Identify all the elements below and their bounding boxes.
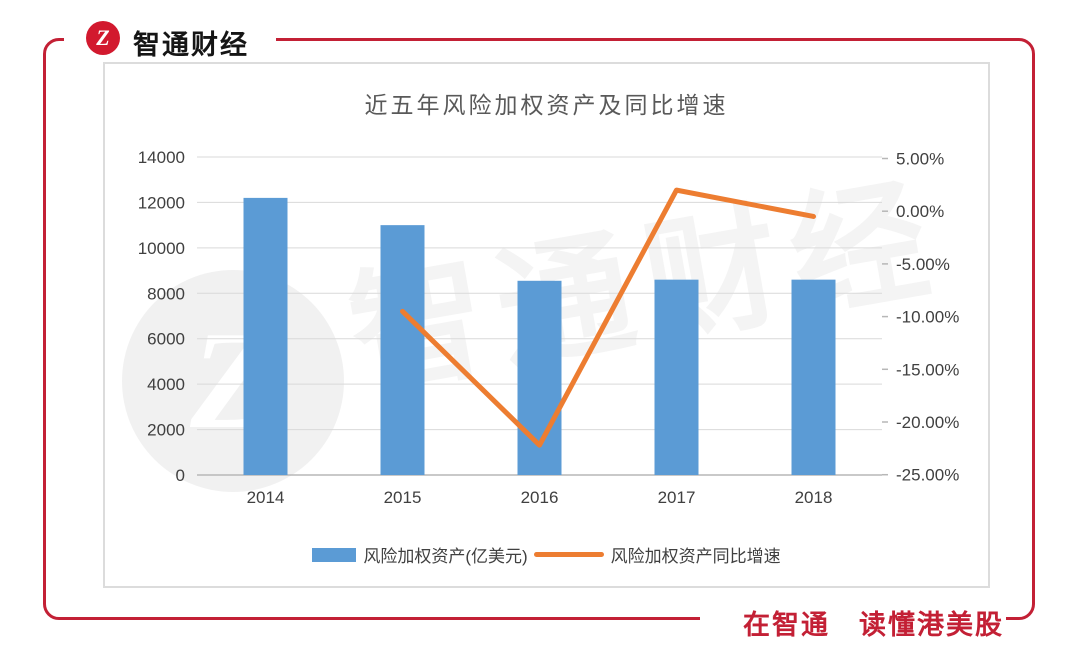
bar-2015 (380, 225, 425, 475)
combo-chart: 14000 12000 10000 8000 6000 4000 2000 0 5.00% 0.0… (138, 148, 960, 507)
logo-z-glyph: Z (96, 25, 110, 50)
legend-rwa-label: 风险加权资产(亿美元) (363, 547, 528, 566)
x-axis-label: 2018 (795, 488, 833, 507)
right-axis-label: -15.00% (896, 360, 959, 379)
bar-2017 (654, 279, 699, 475)
left-axis-label: 6000 (147, 330, 185, 349)
bar-2018 (791, 279, 836, 475)
right-axis-label: 5.00% (896, 150, 944, 169)
left-axis-label: 14000 (138, 148, 185, 167)
brand-slogan: 在智通 读懂港美股 (743, 610, 1004, 640)
x-axis-label: 2015 (384, 488, 422, 507)
legend-growth-label: 风险加权资产同比增速 (610, 547, 781, 566)
bar-2014 (243, 197, 288, 475)
chart-panel: Z 智通财经 近五年风险加权资产及同比增速 14000 12000 10000 800… (103, 62, 990, 588)
legend-bar-swatch (312, 547, 357, 562)
x-axis-label: 2016 (521, 488, 559, 507)
left-axis-label: 4000 (147, 375, 185, 394)
right-axis-label: -5.00% (896, 255, 950, 274)
brand-frame (43, 38, 1035, 620)
left-axis-label: 12000 (138, 193, 185, 212)
legend-item-growth: 风险加权资产同比增速 (533, 542, 781, 567)
legend-item-rwa: 风险加权资产(亿美元) (312, 542, 528, 567)
chart-title: 近五年风险加权资产及同比增速 (364, 93, 729, 118)
x-axis-label: 2014 (247, 488, 285, 507)
x-axis-label: 2017 (658, 488, 696, 507)
left-axis-label: 10000 (138, 239, 185, 258)
zhitong-logo: Z (86, 21, 120, 55)
chart-legend: 风险加权资产(亿美元) 风险加权资产同比增速 (105, 542, 988, 567)
right-axis-label: 0.00% (896, 202, 944, 221)
legend-line-swatch (533, 552, 604, 557)
right-axis-label: -10.00% (896, 308, 959, 327)
brand-name: 智通财经 (133, 30, 249, 60)
left-axis-label: 0 (176, 466, 185, 485)
left-axis-label: 8000 (147, 284, 185, 303)
right-axis-label: -25.00% (896, 466, 959, 485)
growth-line (400, 187, 816, 448)
left-axis-label: 2000 (147, 421, 185, 440)
right-axis-label: -20.00% (896, 413, 959, 432)
frame-gap-bottom (700, 610, 1006, 628)
